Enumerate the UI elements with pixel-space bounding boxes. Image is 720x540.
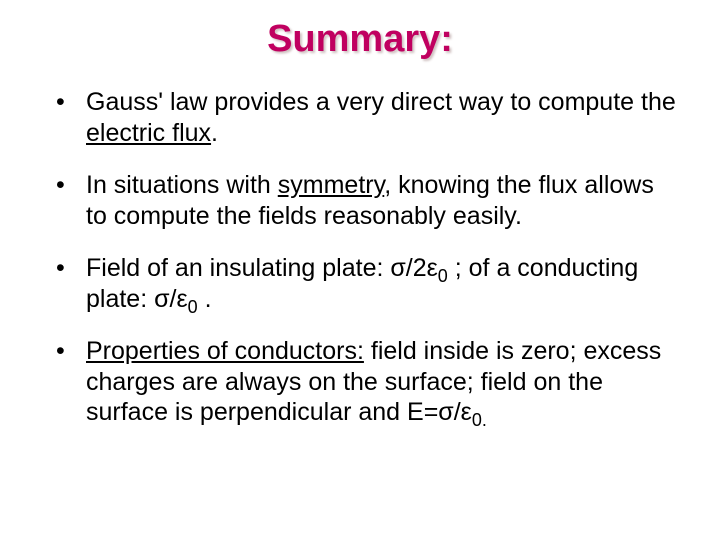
list-item: Gauss' law provides a very direct way to… bbox=[84, 87, 680, 148]
bullet-list: Gauss' law provides a very direct way to… bbox=[40, 87, 680, 428]
list-item: Field of an insulating plate: σ/2ε0 ; of… bbox=[84, 253, 680, 314]
page-title: Summary: bbox=[40, 18, 680, 61]
list-item: In situations with symmetry, knowing the… bbox=[84, 170, 680, 231]
list-item: Properties of conductors: field inside i… bbox=[84, 336, 680, 428]
